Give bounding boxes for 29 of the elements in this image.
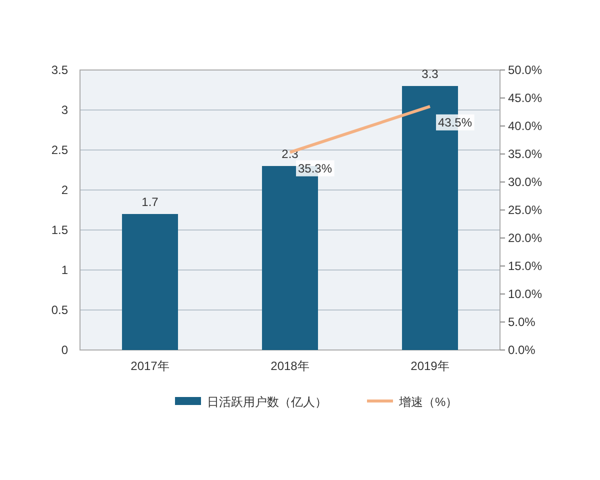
- y-tick-label: 2.5: [51, 143, 68, 157]
- data-label: 1.7: [142, 195, 159, 209]
- x-tick-label: 2019年: [410, 359, 450, 373]
- y-tick-label: 1: [61, 263, 68, 277]
- y-tick-label: 3: [61, 103, 68, 117]
- y2-tick-label: 40.0%: [508, 119, 542, 133]
- y2-tick-label: 50.0%: [508, 63, 542, 77]
- y-tick-label: 3.5: [51, 63, 68, 77]
- y2-tick-label: 35.0%: [508, 147, 542, 161]
- y2-tick-label: 15.0%: [508, 259, 542, 273]
- y-tick-label: 0: [61, 343, 68, 357]
- y2-tick-label: 45.0%: [508, 91, 542, 105]
- y2-tick-label: 25.0%: [508, 203, 542, 217]
- data-label: 35.3%: [298, 161, 332, 176]
- x-tick-label: 2017年: [130, 359, 170, 373]
- y-tick-label: 2: [61, 183, 68, 197]
- x-tick-label: 2018年: [270, 359, 310, 373]
- y2-tick-label: 5.0%: [508, 315, 536, 329]
- y-tick-label: 0.5: [51, 303, 68, 317]
- y2-tick-label: 30.0%: [508, 175, 542, 189]
- bar: [122, 214, 178, 350]
- data-label: 3.3: [422, 67, 439, 81]
- legend-label: 日活跃用户数（亿人）: [207, 395, 327, 409]
- y2-tick-label: 0.0%: [508, 343, 536, 357]
- data-label: 43.5%: [438, 115, 472, 130]
- y2-tick-label: 20.0%: [508, 231, 542, 245]
- y2-tick-label: 10.0%: [508, 287, 542, 301]
- legend-label: 增速（%）: [398, 395, 458, 409]
- y-tick-label: 1.5: [51, 223, 68, 237]
